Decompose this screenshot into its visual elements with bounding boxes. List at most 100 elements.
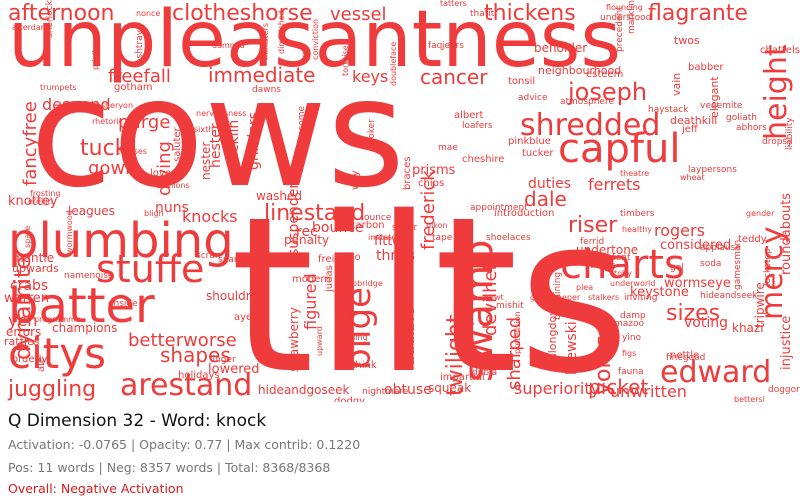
cloud-word: injustice: [779, 316, 794, 370]
cloud-word: babber: [688, 62, 724, 73]
cloud-word: flagrante: [648, 1, 748, 26]
cloud-word: mishit: [496, 301, 524, 311]
cloud-word: onside: [108, 299, 138, 309]
cloud-word: duties: [528, 176, 571, 192]
cloud-word: ferrid: [580, 237, 604, 247]
cloud-word: sheer: [392, 223, 417, 233]
cloud-word: applause: [700, 243, 741, 253]
cloud-word: khazi: [732, 321, 764, 335]
cloud-word: jeff: [681, 124, 699, 135]
cloud-word: elegant: [708, 76, 721, 118]
cloud-word: immediate: [208, 63, 315, 87]
cloud-word: judas: [324, 265, 335, 293]
cloud-word: thatit: [470, 9, 495, 19]
cloud-word: height: [759, 44, 794, 140]
cloud-word: tortoise: [341, 45, 350, 76]
cloud-word: cows: [30, 47, 405, 221]
cloud-word: shouldnt: [206, 289, 258, 303]
cloud-word: boo: [342, 252, 361, 263]
cloud-word: imitates: [368, 233, 401, 242]
cloud-word: ticket: [590, 261, 615, 271]
cloud-word: beholder: [534, 41, 587, 55]
overall-activation: Overall: Negative Activation: [8, 481, 184, 496]
cloud-word: gamekeeper: [530, 293, 581, 302]
cloud-word: deathkill: [670, 114, 717, 127]
cloud-word: fancyfree: [20, 101, 41, 186]
cloud-word: tatters: [440, 0, 467, 8]
cloud-word: lodging: [338, 333, 368, 342]
cloud-word: damned: [212, 41, 245, 50]
cloud-word: tonsil: [508, 76, 535, 87]
cloud-word: doggone: [768, 385, 800, 395]
cloud-word: esteem: [586, 69, 623, 80]
cloud-word: rhetoric: [92, 117, 123, 126]
cloud-word: afterdark: [12, 23, 49, 32]
cloud-word: inviting: [624, 293, 657, 303]
cloud-word: champions: [52, 321, 117, 335]
cloud-word: mantle: [12, 251, 54, 265]
cloud-word: bilge: [339, 287, 379, 370]
cloud-word: abhors: [736, 123, 767, 133]
cloud-word: damp: [620, 311, 646, 321]
cloud-word: healthy: [622, 225, 652, 234]
cloud-word: suspenders: [286, 176, 302, 256]
cloud-word: liability: [785, 117, 795, 150]
cloud-word: hideandgoseek: [258, 383, 349, 397]
cloud-word: plumbing: [8, 213, 234, 269]
cloud-word: alongdown: [546, 300, 559, 360]
cloud-word: vain: [670, 73, 683, 96]
cloud-word: shoelaces: [486, 233, 531, 243]
cloud-word: neighbourhood: [538, 64, 621, 77]
cloud-word: charts: [560, 242, 685, 288]
cloud-word: dodgy: [334, 396, 365, 402]
cloud-word: gtfo: [286, 252, 308, 265]
cloud-word: despond: [42, 95, 111, 114]
cloud-word: ministers: [261, 23, 270, 60]
cloud-word: swamp: [456, 240, 502, 382]
cloud-word: opinions: [156, 181, 190, 190]
cloud-word: carbon: [350, 220, 385, 231]
cloud-word: broker: [367, 119, 377, 148]
cloud-word: dynamite: [11, 256, 36, 360]
cloud-word: considered: [660, 238, 731, 253]
cloud-word: leagues: [68, 204, 115, 218]
cloud-word: figured: [301, 273, 320, 330]
cloud-word: flouncing: [606, 3, 643, 12]
cloud-word: bounce: [312, 220, 364, 236]
cloud-word: dubia: [472, 368, 497, 378]
cloud-word: knottey: [8, 194, 58, 209]
cloud-word: gotham: [114, 82, 153, 93]
cloud-word: bargaining: [553, 272, 563, 320]
cloud-word: upwards: [12, 262, 59, 275]
cloud-word: yen: [8, 311, 37, 330]
cloud-word: nervousness: [196, 109, 246, 118]
cloud-word: undertone: [576, 243, 638, 257]
cloud-word: shredded: [520, 108, 660, 143]
cloud-word: pinkblue: [508, 136, 551, 147]
cloud-word: rogers: [654, 221, 705, 240]
cloud-word: superiority: [514, 379, 600, 398]
cloud-word: nightmare: [362, 387, 409, 397]
cloud-word: washed: [256, 189, 302, 203]
cloud-word: nowt: [484, 293, 504, 302]
cloud-word: advice: [518, 93, 548, 103]
cloud-word: freight: [318, 254, 351, 265]
cloud-word: ducklin: [226, 120, 242, 170]
cloud-word: laypersons: [688, 165, 737, 175]
cloud-word: stalkers: [588, 293, 619, 302]
cloud-word: vessel: [330, 4, 387, 25]
cloud-word: albert: [454, 110, 484, 121]
cloud-word: betterworse: [128, 330, 237, 351]
cloud-word: linestand: [264, 201, 365, 226]
cloud-word: errors: [6, 325, 41, 339]
cloud-word: faq: [428, 41, 442, 51]
cloud-word: edward: [660, 355, 771, 390]
cloud-word: freefall: [108, 66, 171, 87]
cloud-word: mhsheryon: [88, 101, 133, 110]
cloud-word: timbers: [620, 209, 655, 219]
cloud-word: wormseye: [664, 276, 731, 291]
cloud-word: bettersl: [734, 395, 765, 402]
cloud-word: lover: [150, 168, 176, 179]
cloud-word: haystack: [648, 105, 689, 115]
cloud-word: nester: [199, 142, 213, 180]
